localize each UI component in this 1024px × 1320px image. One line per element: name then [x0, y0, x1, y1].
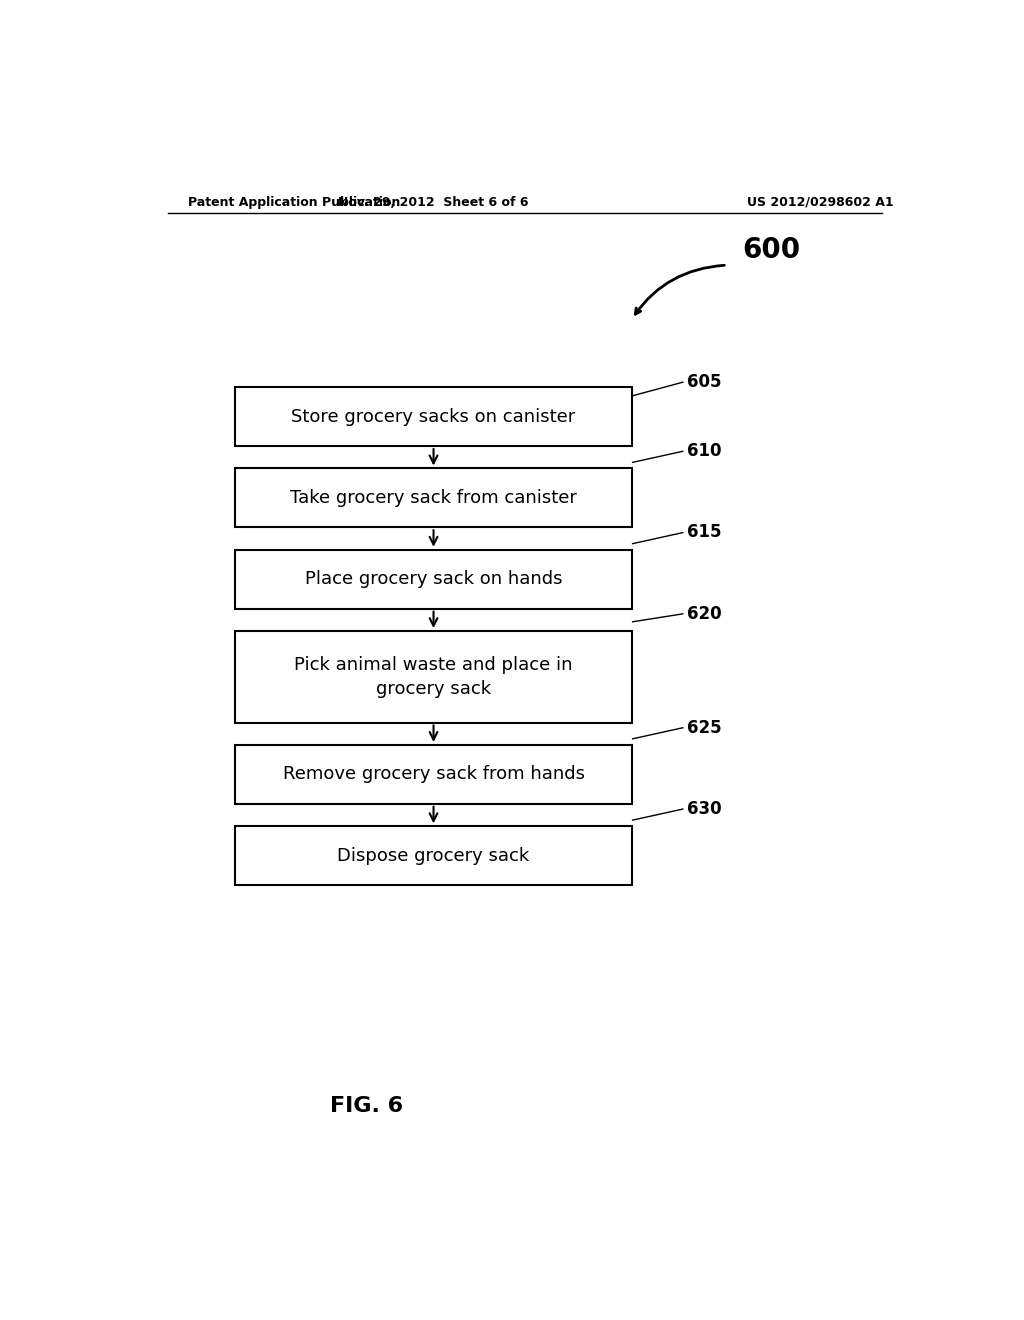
- Text: Dispose grocery sack: Dispose grocery sack: [338, 846, 529, 865]
- Bar: [236, 469, 632, 528]
- Bar: [236, 549, 632, 609]
- Text: 610: 610: [687, 442, 722, 461]
- Text: 620: 620: [687, 605, 722, 623]
- Text: 600: 600: [741, 236, 800, 264]
- Text: Take grocery sack from canister: Take grocery sack from canister: [290, 488, 577, 507]
- Text: Place grocery sack on hands: Place grocery sack on hands: [305, 570, 562, 589]
- Text: 605: 605: [687, 374, 722, 391]
- Text: Store grocery sacks on canister: Store grocery sacks on canister: [292, 408, 575, 425]
- Text: Remove grocery sack from hands: Remove grocery sack from hands: [283, 766, 585, 783]
- Text: Patent Application Publication: Patent Application Publication: [187, 195, 400, 209]
- Text: 630: 630: [687, 800, 722, 818]
- Text: Nov. 29, 2012  Sheet 6 of 6: Nov. 29, 2012 Sheet 6 of 6: [338, 195, 528, 209]
- Text: Pick animal waste and place in
grocery sack: Pick animal waste and place in grocery s…: [294, 656, 572, 697]
- Text: US 2012/0298602 A1: US 2012/0298602 A1: [748, 195, 894, 209]
- Text: 615: 615: [687, 524, 722, 541]
- Text: FIG. 6: FIG. 6: [330, 1096, 402, 1115]
- Text: 625: 625: [687, 718, 722, 737]
- Bar: [236, 826, 632, 886]
- Bar: [236, 387, 632, 446]
- Bar: [236, 631, 632, 722]
- Bar: [236, 744, 632, 804]
